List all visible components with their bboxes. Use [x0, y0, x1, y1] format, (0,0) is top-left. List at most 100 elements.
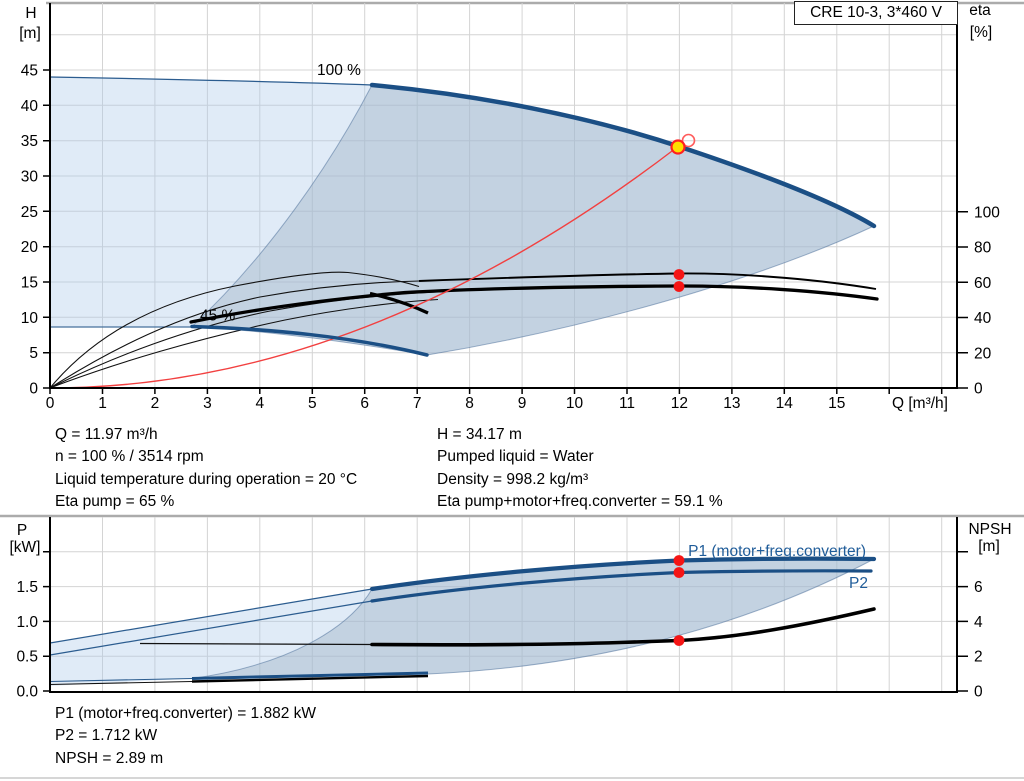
p1-curve-label: P1 (motor+freq.converter)	[688, 543, 866, 560]
svg-text:25: 25	[21, 204, 38, 221]
duty-results-left: Q = 11.97 m³/h n = 100 % / 3514 rpm Liqu…	[55, 424, 357, 513]
p-axis-label: P	[17, 522, 27, 539]
svg-text:100: 100	[974, 204, 1000, 221]
rated-point-ring	[681, 133, 696, 148]
p2-duty-dot	[673, 567, 685, 578]
svg-text:8: 8	[465, 395, 474, 412]
result-pumped-liquid: Pumped liquid = Water	[437, 448, 594, 466]
min-speed-power-thin-blue	[49, 677, 193, 683]
svg-text:7: 7	[413, 395, 422, 412]
eta-control-arc-3	[49, 298, 439, 389]
svg-text:80: 80	[974, 240, 992, 257]
result-eta-total: Eta pump+motor+freq.converter = 59.1 %	[437, 492, 723, 510]
power-npsh-chart: P [kW] NPSH [m] 1.5 1.0 0.5 0.0 6 4 2 0 P1 (…	[0, 514, 1024, 701]
min-speed-npsh-black	[191, 674, 429, 683]
svg-text:10: 10	[566, 395, 584, 412]
result-liquid-temp: Liquid temperature during operation = 20…	[55, 470, 358, 488]
eta-axis-tick-labels: 100 80 60 40 20 0	[974, 204, 1000, 397]
top-left-ticks	[43, 69, 50, 389]
min-speed-curve-thick	[190, 324, 429, 357]
eta-pump-duty-dot	[673, 269, 685, 280]
pump-title-text: CRE 10-3, 3*460 V	[810, 4, 942, 21]
top-right-ticks	[957, 211, 968, 389]
qh-chart: H [m] eta [%] 45 40 35 30 25 20 15 10 5 0 100…	[19, 1, 1024, 412]
npsh-axis-unit: [m]	[978, 538, 1000, 555]
svg-text:15: 15	[828, 395, 845, 412]
p2-curve-thick	[370, 569, 873, 603]
svg-text:60: 60	[974, 275, 992, 292]
svg-text:4: 4	[255, 395, 264, 412]
svg-text:2: 2	[151, 395, 160, 412]
svg-text:40: 40	[21, 98, 39, 115]
h-axis-unit: [m]	[19, 25, 41, 42]
svg-text:2: 2	[974, 649, 983, 666]
svg-text:5: 5	[29, 345, 38, 362]
full-speed-curve-thin	[49, 76, 373, 86]
npsh-duty-dot	[673, 635, 685, 646]
bottom-right-ticks	[957, 551, 968, 692]
svg-text:0: 0	[974, 684, 983, 701]
bottom-left-ticks	[43, 551, 50, 692]
bottom-chart-axes	[49, 517, 958, 693]
npsh-axis-tick-labels: 6 4 2 0	[974, 579, 983, 700]
eta-axis-unit: [%]	[970, 24, 992, 41]
npsh-axis-label: NPSH	[968, 521, 1011, 538]
top-grid-vertical	[102, 3, 943, 388]
p1-curve-thick	[369, 556, 877, 592]
q-axis-tick-labels: 0 1 2 3 4 5 6 7 8 9 10 11 12 13 14 15	[46, 395, 846, 412]
result-npsh: NPSH = 2.89 m	[55, 749, 164, 767]
svg-text:6: 6	[974, 579, 983, 596]
result-speed: n = 100 % / 3514 rpm	[55, 448, 204, 466]
npsh-curve-thick	[370, 607, 876, 647]
top-x-ticks	[49, 388, 943, 394]
eta-total-curve	[189, 284, 879, 324]
result-p1: P1 (motor+freq.converter) = 1.882 kW	[55, 705, 317, 722]
p1-duty-dot	[673, 555, 685, 566]
svg-text:0.0: 0.0	[16, 684, 38, 701]
eta-total-min-speed-stub	[369, 291, 429, 315]
svg-text:6: 6	[360, 395, 369, 412]
eta-total-duty-dot	[673, 281, 685, 292]
svg-text:0: 0	[29, 381, 38, 398]
result-eta-pump: Eta pump = 65 %	[55, 492, 175, 510]
svg-text:12: 12	[671, 395, 688, 412]
svg-text:10: 10	[21, 310, 39, 327]
result-q: Q = 11.97 m³/h	[55, 426, 158, 443]
svg-text:14: 14	[776, 395, 794, 412]
svg-text:4: 4	[974, 614, 983, 631]
h-axis-tick-labels: 45 40 35 30 25 20 15 10 5 0	[21, 63, 39, 398]
result-density: Density = 998.2 kg/m³	[437, 470, 589, 488]
bottom-grid-vertical	[102, 517, 943, 692]
min-speed-npsh-thin-black	[49, 680, 193, 686]
svg-text:3: 3	[203, 395, 212, 412]
duty-point-marker[interactable]	[670, 139, 686, 155]
p-axis-unit: [kW]	[10, 539, 41, 556]
p-axis-tick-labels: 1.5 1.0 0.5 0.0	[16, 579, 38, 700]
svg-text:11: 11	[619, 395, 635, 412]
svg-text:1.5: 1.5	[16, 579, 38, 596]
bottom-grid-horizontal	[50, 551, 957, 657]
svg-text:30: 30	[21, 169, 39, 186]
svg-text:1: 1	[98, 395, 107, 412]
svg-text:45: 45	[21, 63, 38, 80]
svg-text:13: 13	[723, 395, 740, 412]
result-h: H = 34.17 m	[437, 426, 522, 443]
q-axis-label: Q [m³/h]	[892, 395, 948, 412]
system-curve	[49, 145, 679, 389]
svg-text:0.5: 0.5	[16, 649, 38, 666]
top-chart-axes	[49, 3, 958, 389]
eta-control-arc-1	[49, 271, 420, 389]
h-axis-label: H	[25, 5, 36, 22]
svg-text:1.0: 1.0	[16, 614, 38, 631]
pump-title-box: CRE 10-3, 3*460 V	[794, 1, 958, 25]
min-speed-power-blue	[191, 671, 429, 680]
p2-curve-label: P2	[849, 575, 868, 592]
power-envelope-full-fill	[50, 558, 874, 686]
speed-100-label: 100 %	[317, 62, 361, 79]
p2-curve-thin	[49, 600, 373, 656]
svg-text:35: 35	[21, 133, 38, 150]
svg-text:20: 20	[21, 239, 39, 256]
eta-axis-label: eta	[969, 2, 991, 19]
